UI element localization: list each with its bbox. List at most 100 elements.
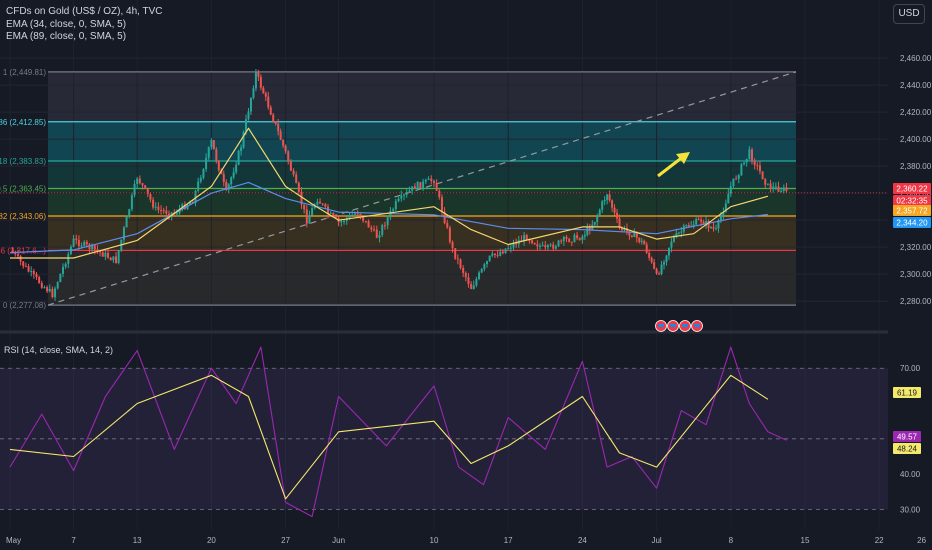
candle-body	[210, 140, 213, 148]
candle-body	[724, 203, 727, 212]
candle-body	[235, 164, 238, 173]
time-tick-13: 26	[917, 536, 926, 545]
candle-body	[348, 214, 351, 218]
candle-body	[766, 183, 769, 185]
arrow-head	[676, 152, 690, 164]
candle-body	[112, 256, 115, 261]
candle-body	[546, 245, 549, 248]
candle-body	[782, 187, 785, 191]
candle-body	[16, 254, 19, 257]
candle-body	[568, 238, 571, 242]
candle-body	[386, 217, 389, 226]
candle-body	[130, 195, 133, 210]
candle-body	[655, 268, 658, 274]
candle-body	[601, 201, 604, 210]
candle-body	[287, 151, 290, 162]
ema-34-legend[interactable]: EMA (34, close, 0, SMA, 5)	[6, 19, 127, 30]
candle-body	[107, 252, 110, 258]
candle-body	[692, 224, 695, 226]
candle-body	[220, 170, 223, 175]
time-axis[interactable]: May7132027Jun101724Jul8152226Aug	[6, 536, 932, 545]
candle-body	[732, 178, 735, 187]
candle-body	[645, 244, 648, 253]
candle-body	[464, 272, 467, 278]
candle-body	[573, 235, 576, 242]
candle-body	[362, 217, 365, 221]
candle-body	[146, 187, 149, 195]
candle-body	[635, 232, 638, 238]
candle-body	[769, 183, 772, 189]
candle-body	[22, 261, 25, 267]
candle-body	[785, 187, 788, 191]
time-tick-12: 22	[875, 536, 884, 545]
candle-body	[430, 178, 433, 182]
currency-button[interactable]: USD	[893, 4, 925, 24]
fib-label-6: 0 (2,277.08)	[3, 301, 46, 310]
candle-body	[512, 243, 515, 248]
candle-body	[774, 186, 777, 188]
candle-body	[470, 284, 473, 289]
candle-body	[400, 195, 403, 199]
candle-body	[719, 215, 722, 221]
candle-body	[136, 178, 139, 184]
rsi-pane[interactable]: RSI (14, close, SMA, 14, 2)	[0, 345, 888, 518]
time-tick-7: 17	[504, 536, 513, 545]
candle-body	[611, 200, 614, 208]
candle-body	[536, 244, 539, 247]
candle-body	[27, 266, 30, 272]
time-tick-9: Jul	[651, 536, 661, 545]
candle-body	[329, 212, 332, 214]
candle-body	[160, 209, 163, 211]
candle-body	[144, 185, 147, 188]
candle-body	[531, 240, 534, 244]
candle-body	[565, 236, 568, 239]
fib-label-0: 1 (2,449.81)	[3, 68, 46, 77]
ema-lines	[0, 127, 888, 259]
candle-body	[467, 277, 470, 285]
candle-body	[397, 198, 400, 202]
candle-body	[232, 172, 235, 178]
candle-body	[252, 88, 255, 98]
candle-body	[32, 271, 35, 275]
candle-body	[375, 229, 378, 238]
event-markers[interactable]	[655, 320, 703, 332]
candle-body	[62, 266, 64, 274]
candle-body	[311, 208, 314, 216]
candle-body	[308, 215, 311, 224]
symbol-legend[interactable]: CFDs on Gold (US$ / OZ), 4h, TVC	[6, 6, 163, 17]
candle-body	[424, 179, 427, 182]
candle-body	[56, 282, 59, 289]
candle-body	[780, 190, 783, 192]
candle-body	[262, 87, 265, 94]
fib-label-3: 0.5 (2,363.45)	[0, 184, 46, 193]
candle-body	[257, 71, 260, 77]
candle-body	[523, 235, 526, 241]
candle-body	[419, 182, 422, 188]
candle-body	[475, 278, 478, 286]
candle-body	[710, 227, 713, 229]
candle-body	[199, 177, 202, 182]
candle-body	[583, 234, 586, 237]
candle-body	[408, 190, 411, 193]
candle-body	[603, 200, 606, 202]
candle-body	[242, 132, 245, 148]
candle-body	[54, 288, 57, 298]
candle-body	[189, 202, 192, 206]
time-tick-0: May	[6, 536, 21, 545]
candle-body	[277, 123, 280, 132]
candle-body	[83, 241, 86, 246]
candle-body	[685, 225, 688, 227]
candle-body	[305, 209, 308, 224]
candle-body	[745, 158, 748, 163]
candle-body	[217, 160, 220, 171]
candle-body	[653, 262, 656, 269]
candle-body	[620, 227, 623, 231]
candle-body	[370, 227, 373, 230]
candle-body	[364, 220, 367, 222]
candle-body	[282, 139, 285, 146]
rsi-legend: RSI (14, close, SMA, 14, 2)	[4, 345, 113, 355]
candle-body	[96, 249, 99, 251]
ema-89-legend[interactable]: EMA (89, close, 0, SMA, 5)	[6, 31, 127, 42]
price-axis[interactable]: 2,460.00 2,440.00 2,420.00 2,400.00 2,380.00…	[888, 0, 932, 550]
